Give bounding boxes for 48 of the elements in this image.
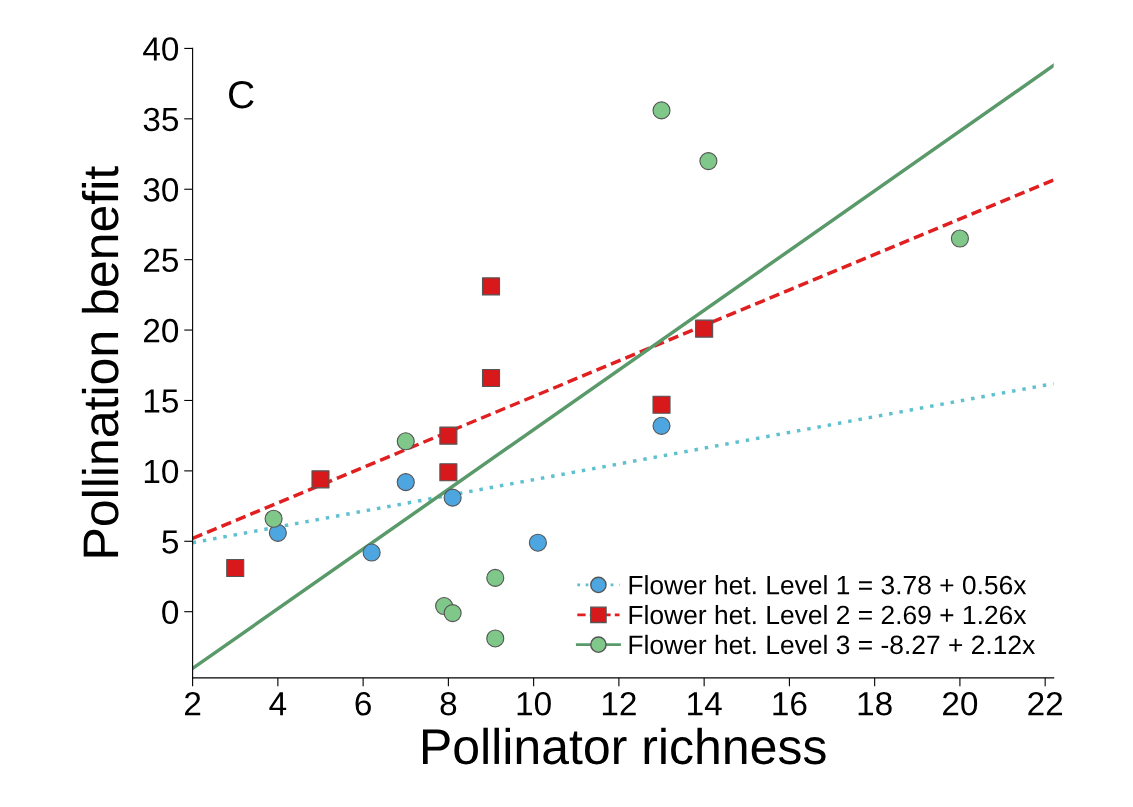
point [481,277,501,296]
y-tick-label: 35 [143,107,179,132]
y-tick-label: 20 [144,318,179,343]
point [652,395,671,414]
x-tick-label: 14 [688,692,722,716]
x-tick-label: 18 [858,691,892,716]
x-tick-label: 20 [943,691,978,716]
point [396,473,415,492]
x-tick-label: 2 [185,691,201,716]
point [226,558,245,578]
y-tick-label: 30 [143,178,179,202]
point [311,470,330,489]
y-tick-label: 40 [143,37,179,61]
x-tick-label: 8 [440,691,457,716]
x-tick-label: 10 [517,691,551,716]
y-axis-title: Pollination benefit [81,166,119,557]
legend-label: Flower het. Level 3 = -8.27 + 2.12x [629,634,1035,655]
point [486,629,505,648]
annotation: C [229,80,254,109]
point [950,229,969,248]
point [443,604,462,623]
x-axis-title: Pollinator richness [423,727,826,765]
y-tick-label: 10 [144,459,179,484]
point [528,533,547,552]
x-tick-label: 6 [355,691,371,716]
y-tick-label: 5 [162,530,179,554]
point [695,319,714,338]
point [652,101,671,120]
point [439,426,458,445]
point [699,152,718,171]
legend-label: Flower het. Level 2 = 2.69 + 1.26x [629,604,1027,625]
point [439,463,458,482]
point [362,543,381,562]
point [443,488,462,507]
point [652,416,671,435]
point [264,509,283,528]
point [481,368,501,387]
x-tick-label: 4 [269,692,287,716]
y-tick-label: 0 [162,600,179,625]
y-tick-label: 25 [144,248,179,273]
point [396,432,415,451]
legend-label: Flower het. Level 1 = 3.78 + 0.56x [629,575,1027,595]
point [268,523,287,542]
y-tick-label: 15 [144,389,179,413]
point [486,568,505,587]
x-tick-label: 12 [602,691,636,716]
x-tick-label: 16 [773,691,807,716]
x-tick-label: 22 [1028,691,1063,716]
